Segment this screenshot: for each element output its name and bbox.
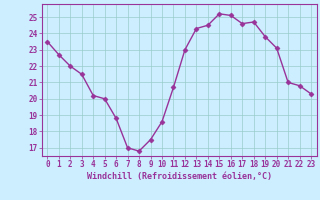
X-axis label: Windchill (Refroidissement éolien,°C): Windchill (Refroidissement éolien,°C) <box>87 172 272 181</box>
